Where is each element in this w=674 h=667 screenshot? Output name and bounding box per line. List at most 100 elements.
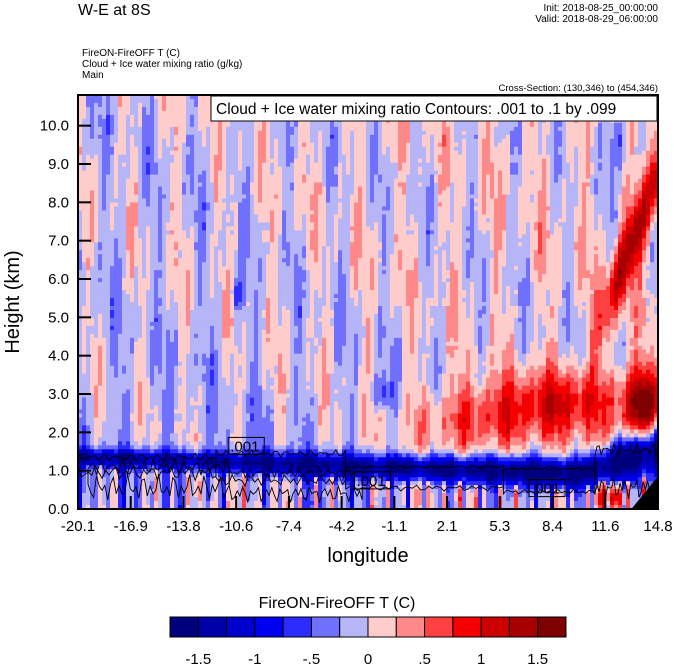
field-cell	[438, 234, 447, 239]
field-cell	[246, 262, 259, 267]
field-cell	[226, 202, 231, 208]
field-cell	[538, 190, 547, 196]
field-cell	[174, 130, 179, 136]
field-cell	[538, 321, 543, 327]
field-cell	[422, 302, 427, 307]
field-cell	[78, 118, 83, 124]
field-cell	[466, 270, 471, 275]
field-cell	[302, 226, 307, 231]
field-cell	[430, 329, 447, 335]
field-cell	[490, 305, 503, 311]
field-cell	[618, 305, 627, 311]
field-cell	[550, 234, 563, 239]
field-cell	[86, 345, 91, 351]
field-cell	[594, 262, 599, 267]
field-cell	[418, 166, 423, 172]
field-cell	[118, 166, 131, 172]
field-cell	[78, 146, 83, 152]
field-cell	[542, 337, 551, 343]
field-cell	[238, 302, 247, 307]
field-cell	[622, 341, 627, 347]
field-cell	[286, 150, 295, 156]
field-cell	[174, 230, 187, 235]
field-cell	[466, 154, 479, 160]
field-cell	[434, 198, 439, 204]
field-cell	[430, 150, 435, 156]
field-cell	[438, 194, 451, 200]
field-cell	[534, 317, 539, 323]
field-cell	[394, 246, 419, 251]
field-cell	[438, 222, 463, 227]
field-cell	[270, 122, 287, 128]
field-cell	[350, 226, 363, 231]
field-cell	[578, 198, 583, 204]
field-cell	[190, 182, 195, 188]
field-cell	[370, 174, 375, 180]
field-cell	[102, 206, 107, 212]
field-cell	[610, 286, 615, 291]
field-cell	[354, 214, 363, 219]
field-cell	[190, 321, 223, 327]
field-cell	[434, 266, 439, 271]
field-cell	[238, 270, 247, 275]
field-cell	[146, 106, 151, 112]
field-cell	[118, 202, 127, 208]
field-cell	[326, 258, 331, 263]
field-cell	[450, 262, 455, 267]
field-cell	[594, 162, 599, 168]
field-cell	[486, 270, 491, 275]
field-cell	[546, 214, 551, 219]
field-cell	[210, 333, 215, 339]
field-cell	[206, 246, 211, 251]
field-cell	[270, 305, 279, 311]
field-cell	[638, 198, 643, 204]
field-cell	[654, 194, 658, 200]
field-cell	[290, 337, 295, 343]
field-cell	[90, 214, 95, 219]
field-cell	[586, 345, 591, 351]
field-cell	[302, 218, 307, 223]
field-cell	[486, 258, 491, 263]
field-cell	[506, 254, 531, 259]
field-cell	[178, 258, 195, 263]
field-cell	[234, 214, 239, 219]
field-cell	[510, 146, 515, 152]
field-cell	[530, 238, 539, 243]
field-cell	[634, 309, 639, 315]
field-cell	[542, 250, 547, 255]
field-cell	[186, 95, 191, 100]
field-cell	[622, 198, 635, 204]
field-cell	[630, 174, 643, 180]
field-cell	[142, 182, 151, 188]
field-cell	[242, 325, 247, 331]
field-cell	[322, 278, 327, 283]
field-cell	[294, 178, 303, 184]
field-cell	[634, 329, 639, 335]
field-cell	[166, 194, 171, 200]
field-cell	[474, 282, 483, 287]
field-cell	[126, 234, 135, 239]
field-cell	[194, 282, 199, 287]
field-cell	[534, 282, 563, 287]
field-cell	[298, 333, 303, 339]
field-cell	[502, 178, 511, 184]
field-cell	[498, 174, 503, 180]
field-cell	[530, 194, 535, 200]
field-cell	[570, 170, 575, 176]
field-cell	[302, 178, 307, 184]
field-cell	[194, 118, 199, 124]
field-cell	[646, 142, 651, 148]
field-cell	[458, 302, 467, 307]
field-cell	[294, 166, 307, 172]
field-cell	[158, 214, 163, 219]
field-cell	[318, 134, 323, 140]
field-cell	[254, 210, 271, 216]
field-cell	[142, 194, 151, 200]
field-cell	[174, 154, 183, 160]
field-cell	[582, 190, 587, 196]
field-cell	[634, 150, 643, 156]
field-cell	[258, 302, 267, 307]
field-cell	[562, 162, 571, 168]
field-cell	[378, 317, 383, 323]
field-cell	[278, 142, 287, 148]
